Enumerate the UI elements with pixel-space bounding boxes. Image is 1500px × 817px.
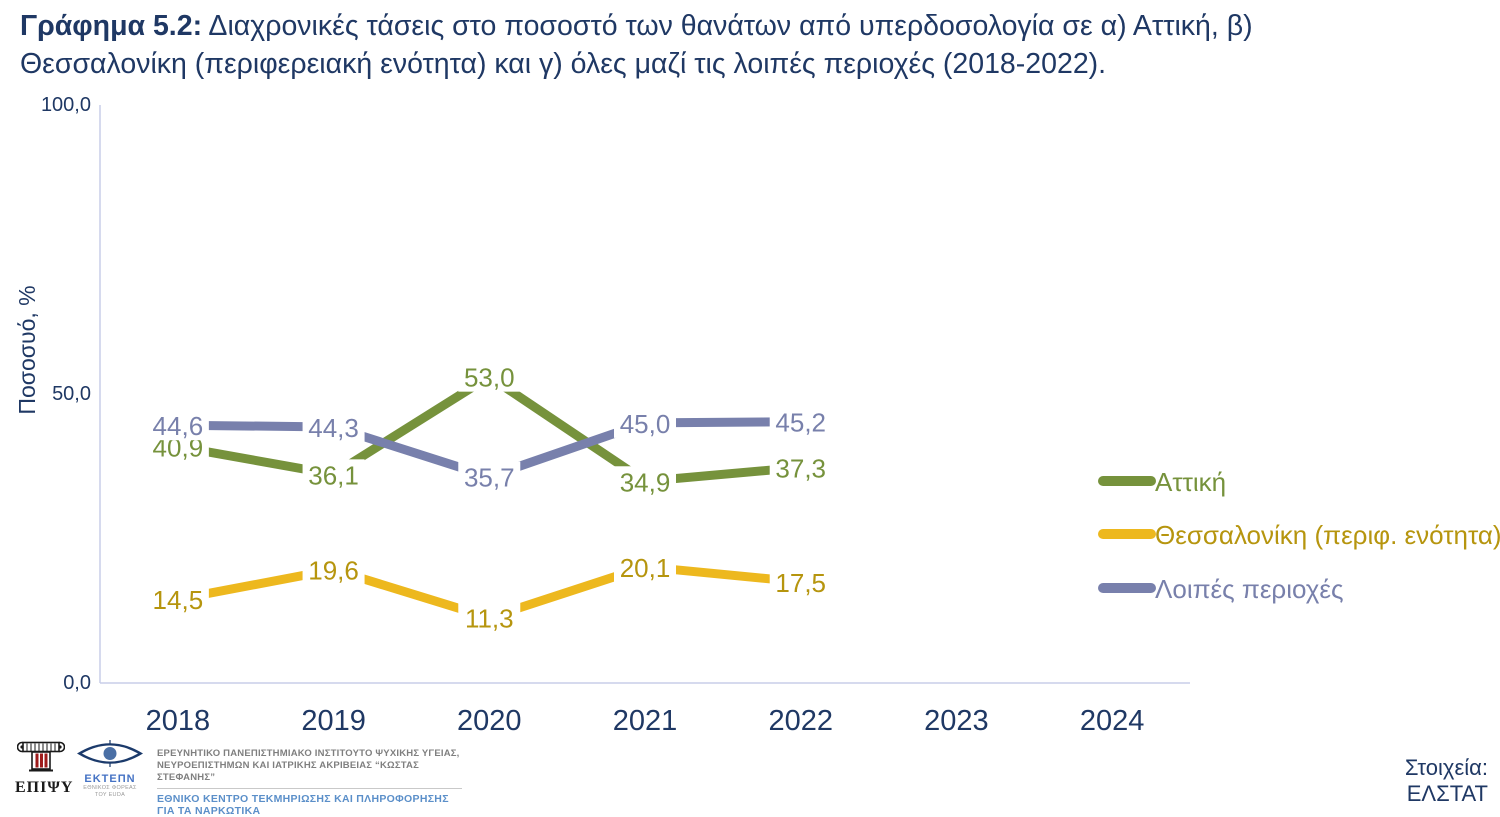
institute-name-line1: ΕΡΕΥΝΗΤΙΚΟ ΠΑΝΕΠΙΣΤΗΜΙΑΚΟ ΙΝΣΤΙΤΟΥΤΟ ΨΥΧ… [157, 748, 460, 759]
data-label-bg [614, 407, 676, 438]
x-tick-label-2023: 2023 [924, 705, 989, 737]
data-label-bg [458, 461, 521, 492]
y-tick-label: 50,0 [52, 383, 91, 405]
line-chart: 100,0 50,0 0,0 Ποσοσυό, % 2018 2019 2020 2021 20… [14, 94, 1500, 737]
data-label-2-2: 35,7 [464, 463, 515, 493]
data-label-0-1: 36,1 [308, 460, 359, 490]
legend-label-1: Θεσσαλονίκη (περιφ. ενότητα) [1155, 520, 1500, 550]
footer: ΕΠΙΨΥ ΕΚΤΕΠΝ ΕΘΝΙΚΟΣ ΦΟΡΕΑΣ ΤΟΥ EUDA ΕΡΕ… [15, 740, 469, 817]
data-label-bg [769, 566, 832, 597]
institute-name-line2: ΝΕΥΡΟΕΠΙΣΤΗΜΩΝ ΚΑΙ ΙΑΤΡΙΚΗΣ ΑΚΡΙΒΕΙΑΣ “Κ… [157, 759, 420, 783]
y-tick-label: 100,0 [41, 94, 91, 116]
data-label-1-2: 11,3 [465, 604, 514, 634]
national-centre-line: ΕΘΝΙΚΟ ΚΕΝΤΡΟ ΤΕΚΜΗΡΙΩΣΗΣ ΚΑΙ ΠΛΗΡΟΦΟΡΗΣ… [157, 792, 449, 817]
ektepn-eye-icon [77, 740, 143, 767]
chart-canvas: 100,0 50,0 0,0 Ποσοσυό, % 2018 2019 2020 2021 20… [14, 94, 1500, 737]
data-label-bg [302, 411, 365, 442]
data-label-bg [146, 410, 209, 441]
epipsy-logo: ΕΠΙΨΥ [15, 740, 74, 797]
legend-label-0: Αττική [1155, 467, 1226, 497]
data-label-1-1: 19,6 [308, 556, 359, 586]
data-label-bg [458, 602, 521, 633]
ektepn-subtitle-line2: ΤΟΥ EUDA [94, 791, 126, 798]
data-label-1-4: 17,5 [775, 568, 826, 598]
ektepn-logo: ΕΚΤΕΠΝ ΕΘΝΙΚΟΣ ΦΟΡΕΑΣ ΤΟΥ EUDA [71, 740, 149, 799]
x-tick-label-2022: 2022 [768, 705, 833, 737]
x-tick-label-2021: 2021 [613, 705, 678, 737]
ektepn-label: ΕΚΤΕΠΝ [84, 773, 136, 785]
data-label-1-3: 20,1 [620, 553, 671, 583]
data-label-bg [146, 584, 209, 615]
data-label-2-1: 44,3 [308, 413, 359, 443]
data-label-0-2: 53,0 [464, 363, 515, 393]
data-label-bg [614, 466, 676, 497]
data-label-2-4: 45,2 [775, 408, 826, 438]
data-label-bg [769, 406, 832, 437]
legend-label-2: Λοιπές περιοχές [1155, 574, 1344, 604]
epipsy-label: ΕΠΙΨΥ [15, 779, 74, 796]
data-label-2-0: 44,6 [153, 411, 204, 441]
ektepn-subtitle-line1: ΕΘΝΙΚΟΣ ΦΟΡΕΑΣ [83, 785, 137, 791]
chart-title-text: Διαχρονικές τάσεις στο ποσοστό των θανάτ… [20, 10, 1253, 80]
data-label-bg [769, 452, 832, 483]
data-label-2-3: 45,0 [620, 409, 671, 439]
institute-divider [157, 787, 462, 789]
institute-block: ΕΡΕΥΝΗΤΙΚΟ ΠΑΝΕΠΙΣΤΗΜΙΑΚΟ ΙΝΣΤΙΤΟΥΤΟ ΨΥΧ… [157, 740, 469, 817]
data-source-note: Στοιχεία: ΕΛΣΤΑΤ [1404, 755, 1488, 806]
x-tick-label-2020: 2020 [457, 705, 522, 737]
data-label-bg [302, 554, 365, 585]
chart-title-number: Γράφημα 5.2: [20, 10, 203, 42]
x-tick-label-2019: 2019 [301, 705, 366, 737]
data-label-bg [614, 551, 676, 582]
y-axis-title: Ποσοσυό, % [14, 285, 40, 414]
data-label-bg [458, 361, 521, 392]
data-label-1-0: 14,5 [153, 585, 204, 615]
data-label-bg [302, 459, 365, 490]
epipsy-column-icon [16, 741, 66, 772]
y-tick-label: 0,0 [63, 672, 91, 694]
chart-title: Γράφημα 5.2: Διαχρονικές τάσεις στο ποσο… [20, 8, 1410, 83]
x-tick-label-2018: 2018 [146, 705, 211, 737]
x-tick-label-2024: 2024 [1080, 705, 1145, 737]
data-label-0-3: 34,9 [620, 467, 671, 497]
data-label-0-4: 37,3 [775, 453, 826, 483]
